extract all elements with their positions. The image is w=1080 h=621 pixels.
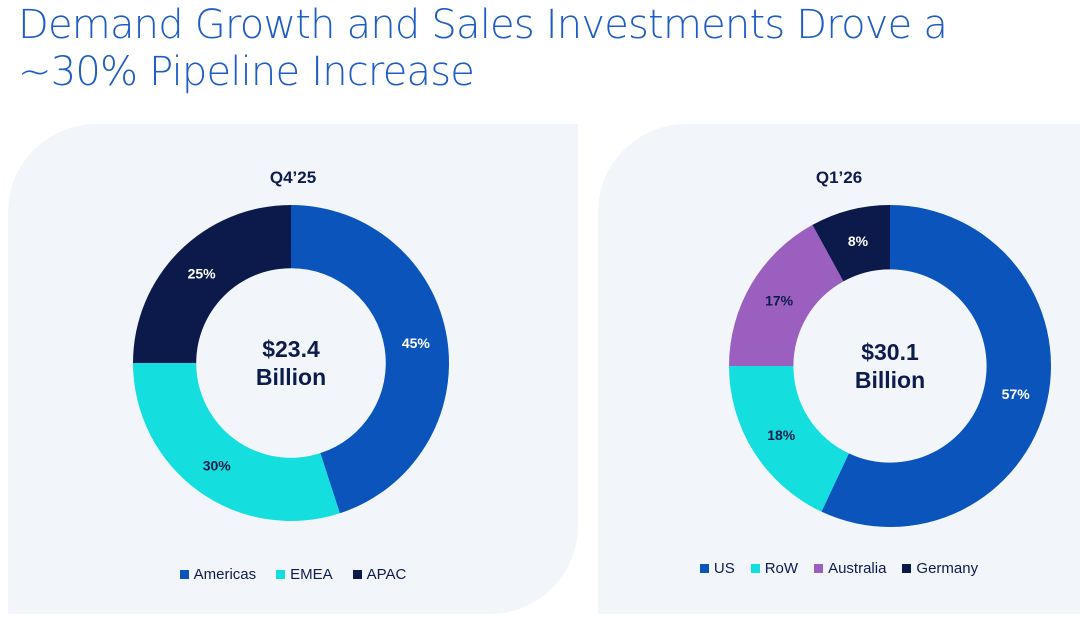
slice-emea <box>133 363 340 521</box>
center-total-unit: Billion <box>855 367 925 393</box>
data-label-row: 18% <box>767 427 796 443</box>
legend-label: EMEA <box>290 566 333 583</box>
legend-item-emea: EMEA <box>276 566 333 583</box>
legend-item-row: RoW <box>750 560 799 577</box>
legend-label: APAC <box>366 566 407 583</box>
chart-legend: Americas EMEA APAC <box>8 566 578 583</box>
legend-item-apac: APAC <box>352 566 407 583</box>
legend-swatch <box>276 570 286 579</box>
slice-americas <box>291 205 450 514</box>
data-label-emea: 30% <box>203 457 232 473</box>
legend-label: Germany <box>916 560 979 577</box>
chart-legend: US RoW Australia Germany <box>598 560 1080 577</box>
data-label-germany: 8% <box>848 233 869 249</box>
chart-title: Q1’26 <box>815 168 863 187</box>
legend-swatch <box>352 570 362 579</box>
legend-swatch <box>750 564 760 573</box>
page-title: Demand Growth and Sales Investments Drov… <box>18 2 948 95</box>
legend-item-us: US <box>699 560 735 577</box>
slice-row <box>729 366 849 512</box>
legend-label: Americas <box>193 566 257 583</box>
center-total-unit: Billion <box>256 364 326 390</box>
legend-swatch <box>814 564 824 573</box>
center-total-value: $30.1 <box>861 339 919 365</box>
chart-panel-q1: Q1’26 57% 18% 17% 8% $30.1 Billion US RoW Austr… <box>598 124 1080 614</box>
legend-item-americas: Americas <box>179 566 257 583</box>
chart-title: Q4’25 <box>269 168 317 187</box>
legend-item-australia: Australia <box>814 560 886 577</box>
legend-label: US <box>713 560 735 577</box>
legend-swatch <box>179 570 189 579</box>
legend-swatch <box>699 564 709 573</box>
slice-us <box>821 205 1051 527</box>
data-label-americas: 45% <box>402 335 431 351</box>
data-label-apac: 25% <box>188 266 217 282</box>
chart-panel-q4: Q4’25 45% 30% 25% $23.4 Billion Americas EMEA… <box>8 124 578 614</box>
legend-swatch <box>902 564 912 573</box>
data-label-us: 57% <box>1002 386 1031 402</box>
slice-germany <box>812 205 890 282</box>
slice-australia <box>729 224 844 366</box>
data-label-australia: 17% <box>765 292 794 308</box>
center-total-value: $23.4 <box>262 336 320 362</box>
legend-label: Australia <box>828 560 887 577</box>
slice-apac <box>133 205 291 363</box>
legend-item-germany: Germany <box>902 560 978 577</box>
legend-label: RoW <box>764 560 799 577</box>
